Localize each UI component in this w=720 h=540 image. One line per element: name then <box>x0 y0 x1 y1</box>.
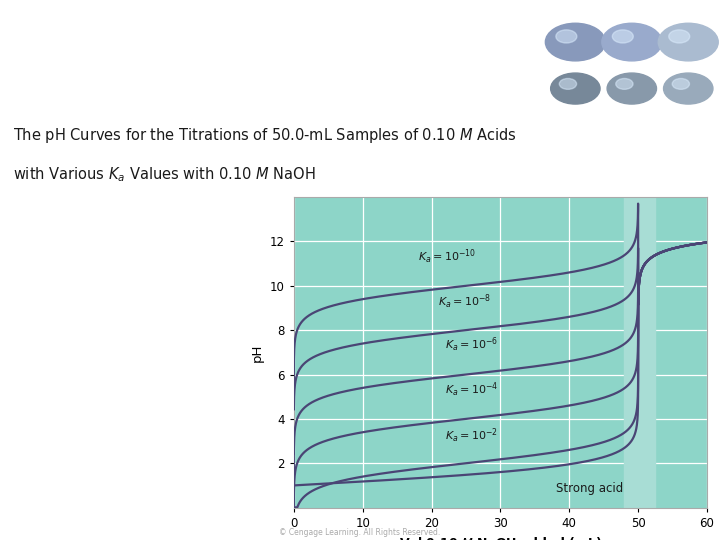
Text: Titrations and pH Curves: Titrations and pH Curves <box>14 64 220 82</box>
Text: $K_a = 10^{-10}$: $K_a = 10^{-10}$ <box>418 248 476 266</box>
Circle shape <box>672 78 690 89</box>
Bar <box>624 197 655 508</box>
Y-axis label: pH: pH <box>251 343 264 362</box>
Text: Strong acid: Strong acid <box>556 482 623 495</box>
Circle shape <box>616 78 633 89</box>
Text: © Cengage Learning. All Rights Reserved.: © Cengage Learning. All Rights Reserved. <box>279 528 441 537</box>
Circle shape <box>612 30 634 43</box>
Text: $K_a = 10^{-6}$: $K_a = 10^{-6}$ <box>445 335 498 354</box>
Circle shape <box>551 73 600 104</box>
Text: $K_a = 10^{-8}$: $K_a = 10^{-8}$ <box>438 292 492 310</box>
Circle shape <box>545 23 606 61</box>
Circle shape <box>556 30 577 43</box>
Circle shape <box>607 73 657 104</box>
Circle shape <box>664 73 713 104</box>
Text: $K_a = 10^{-2}$: $K_a = 10^{-2}$ <box>445 426 498 445</box>
Text: $K_a = 10^{-4}$: $K_a = 10^{-4}$ <box>445 381 499 399</box>
Text: with Various $K_a$ Values with 0.10 $M$ NaOH: with Various $K_a$ Values with 0.10 $M$ … <box>13 165 316 184</box>
Circle shape <box>559 78 577 89</box>
Text: The pH Curves for the Titrations of 50.0-mL Samples of 0.10 $M$ Acids: The pH Curves for the Titrations of 50.0… <box>13 126 517 145</box>
Circle shape <box>669 30 690 43</box>
X-axis label: Vol 0.10 $M$ NaOH added (mL): Vol 0.10 $M$ NaOH added (mL) <box>399 535 602 540</box>
Circle shape <box>602 23 662 61</box>
Circle shape <box>658 23 719 61</box>
Text: Section 15.4: Section 15.4 <box>14 22 140 40</box>
